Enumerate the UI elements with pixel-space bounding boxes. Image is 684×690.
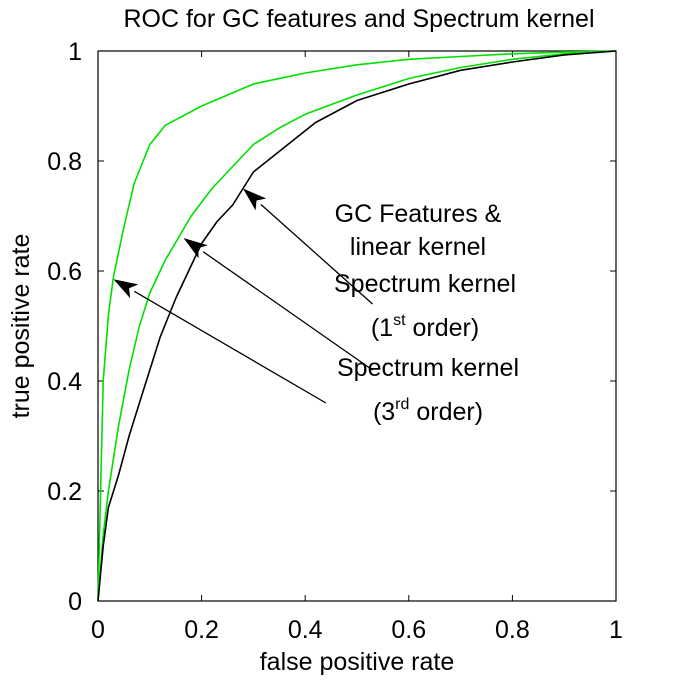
annotation-arrow-head: [183, 238, 208, 259]
series-line-3: [97, 50, 617, 602]
annotation-arrow-line: [133, 290, 327, 404]
y-tick-label: 1: [68, 38, 82, 66]
y-axis-label: true positive rate: [7, 234, 35, 419]
x-tick-label: 0.2: [184, 616, 219, 644]
x-tick-label: 1: [609, 616, 623, 644]
y-tick-label: 0: [68, 588, 82, 616]
axis-ticks: 0 0.2 0.4 0.6 0.8 1 0 0.2 0.4 0.6 0.8 1: [47, 38, 623, 644]
x-tick-label: 0: [91, 616, 105, 644]
annotation-label-line1: GC Features &: [335, 200, 502, 228]
y-tick-label: 0.2: [47, 478, 82, 506]
y-tick-label: 0.8: [47, 148, 82, 176]
series-line-1: [97, 50, 617, 602]
annotation-label-line1: Spectrum kernel: [337, 354, 519, 382]
annotation-arrow-head: [243, 188, 267, 211]
x-tick-label: 0.8: [495, 616, 530, 644]
x-tick-label: 0.6: [391, 616, 426, 644]
annotation-arrow-line: [202, 251, 373, 371]
annotation-arrow-line: [260, 203, 373, 305]
annotation-arrow-head: [113, 279, 139, 299]
annotation-label-line1: Spectrum kernel: [334, 270, 516, 298]
annotations-group: GC Features & linear kernel Spectrum kerne…: [113, 188, 519, 426]
annotation-label-line2: (1st order): [371, 312, 479, 342]
series-group: [97, 50, 617, 602]
annotation-label-line2: linear kernel: [350, 233, 486, 261]
series-line-2: [97, 50, 617, 602]
plot-area: [97, 50, 617, 602]
annotation-label-line2: (3rd order): [373, 396, 483, 426]
y-tick-label: 0.6: [47, 258, 82, 286]
x-axis-label: false positive rate: [260, 648, 455, 676]
chart-title: ROC for GC features and Spectrum kernel: [123, 5, 594, 33]
y-tick-label: 0.4: [47, 368, 82, 396]
x-tick-label: 0.4: [288, 616, 323, 644]
